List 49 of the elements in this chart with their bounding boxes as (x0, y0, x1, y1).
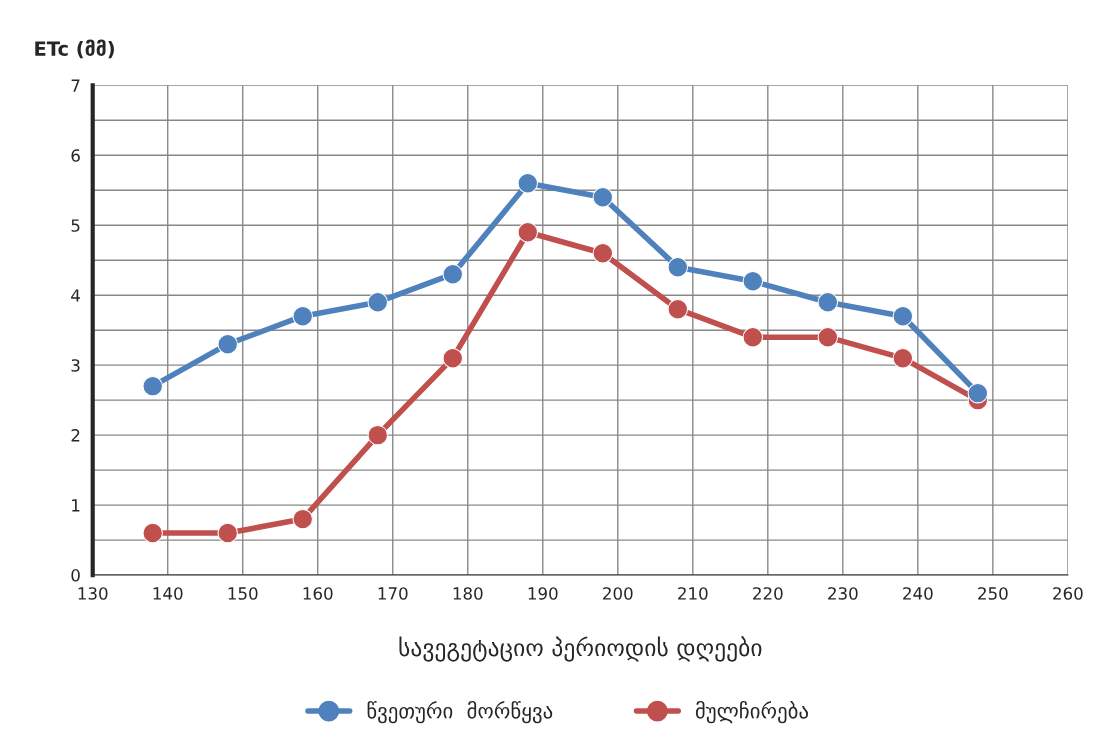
point (742, 270, 764, 292)
x-tick-label: 220 (753, 587, 783, 600)
point (142, 522, 163, 544)
point (442, 347, 463, 369)
point (292, 508, 313, 530)
point (817, 326, 839, 348)
y-tick-label: 2 (71, 429, 80, 442)
point (667, 298, 689, 320)
x-axis-title: სავეგეტაციო პერიოდის დღეები (399, 636, 762, 662)
point (442, 263, 463, 285)
y-tick-label: 5 (71, 219, 80, 232)
point (217, 522, 238, 544)
point (892, 305, 914, 327)
y-tick-label: 4 (71, 289, 80, 302)
x-tick-label: 130 (78, 587, 108, 600)
point (142, 375, 163, 397)
y-tick-label: 3 (71, 359, 80, 372)
point (892, 347, 914, 369)
point (742, 326, 764, 348)
y-tick-label: 1 (72, 499, 80, 512)
x-tick-label: 170 (378, 587, 408, 600)
point (517, 173, 539, 194)
legend-label: მულჩირება (695, 700, 808, 724)
point (592, 242, 614, 264)
x-tick-label: 200 (603, 587, 633, 600)
x-tick-label: 210 (678, 587, 708, 600)
legend-label: წვეთური მორწყვა (367, 700, 553, 724)
y-axis-title: ETc (მმ) (35, 39, 114, 59)
point (292, 305, 313, 327)
point (517, 222, 539, 243)
x-tick-label: 240 (903, 587, 933, 600)
x-tick-label: 160 (303, 587, 333, 600)
point (817, 291, 839, 313)
x-tick-label: 250 (978, 587, 1008, 600)
x-tick-label: 140 (153, 587, 183, 600)
y-tick-label: 7 (71, 79, 80, 92)
point (667, 256, 689, 278)
point (367, 424, 388, 446)
x-tick-label: 190 (528, 587, 558, 600)
x-tick-label: 260 (1053, 587, 1083, 600)
y-tick-label: 0 (71, 569, 80, 582)
y-tick-label: 6 (71, 149, 80, 162)
point (217, 333, 238, 355)
point (592, 187, 614, 208)
x-tick-label: 150 (228, 587, 258, 600)
point (367, 291, 388, 313)
x-tick-label: 230 (828, 587, 858, 600)
point (967, 382, 989, 404)
x-tick-label: 180 (453, 587, 483, 600)
